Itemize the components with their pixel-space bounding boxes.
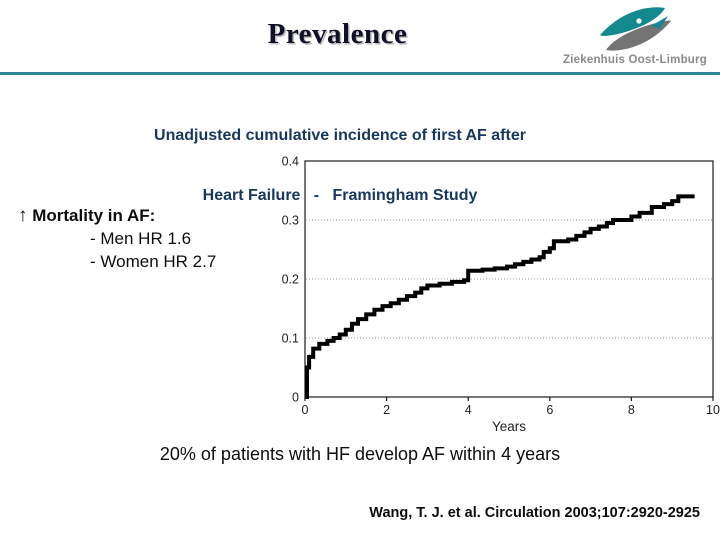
x-tick-label: 6: [546, 403, 553, 417]
x-tick-label: 4: [465, 403, 472, 417]
conclusion-text: 20% of patients with HF develop AF withi…: [159, 444, 561, 464]
page-title: Prevalence: [267, 18, 408, 50]
y-tick-label: 0: [292, 391, 299, 405]
mortality-heading-text: Mortality in AF:: [32, 206, 156, 225]
chart-svg: 0 2 4 6 8 10 0 0.1 0.2 0.3 0.4 Years: [282, 155, 720, 435]
incidence-step-curve: [305, 194, 695, 399]
ziekenhuis-logo-icon: [600, 7, 671, 51]
mortality-item-women: - Women HR 2.7: [90, 252, 217, 271]
subtitle-line-1: Unadjusted cumulative incidence of first…: [154, 127, 526, 144]
x-tick-label: 8: [628, 403, 635, 417]
plot-frame: [304, 160, 714, 398]
y-tick-label: 0.1: [282, 332, 299, 346]
subtitle-line-2: Heart Failure - Framingham Study: [202, 187, 478, 204]
logo-leaf-teal: [600, 7, 665, 36]
up-arrow-icon: ↑: [18, 205, 28, 226]
logo-leaf-teal-tail: [651, 16, 668, 29]
mortality-item-men: - Men HR 1.6: [90, 229, 192, 248]
header-divider: [0, 72, 720, 75]
x-tick-label: 0: [302, 403, 309, 417]
mortality-note: ↑ Mortality in AF: - Men HR 1.6 - Women …: [18, 205, 216, 273]
hospital-logo-text: Ziekenhuis Oost-Limburg: [563, 54, 707, 66]
y-tick-label: 0.4: [282, 155, 299, 169]
x-axis-label: Years: [492, 419, 526, 434]
y-tick-label: 0.2: [282, 273, 299, 287]
x-tick-label: 10: [706, 403, 720, 417]
x-tick-label: 2: [383, 403, 390, 417]
hospital-logo: Ziekenhuis Oost-Limburg: [560, 5, 710, 66]
mortality-heading: ↑ Mortality in AF:: [18, 205, 216, 227]
logo-leaf-gray: [606, 20, 671, 51]
citation-text: Wang, T. J. et al. Circulation 2003;107:…: [369, 505, 700, 521]
af-incidence-chart: 0 2 4 6 8 10 0 0.1 0.2 0.3 0.4 Years: [268, 148, 720, 438]
y-tick-label: 0.3: [282, 214, 299, 228]
chart-subtitle: Unadjusted cumulative incidence of first…: [0, 86, 680, 246]
logo-gap: [636, 18, 642, 24]
